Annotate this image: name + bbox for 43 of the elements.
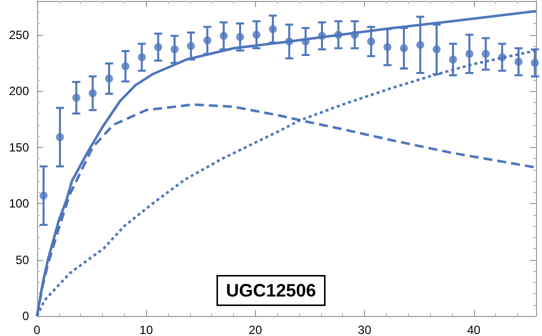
point: [56, 133, 64, 142]
point: [302, 38, 310, 46]
point: [318, 32, 326, 40]
point: [416, 40, 424, 49]
point: [203, 36, 212, 44]
point: [236, 33, 244, 41]
point: [400, 44, 408, 52]
point: [170, 45, 179, 54]
point: [186, 42, 195, 50]
point: [268, 25, 277, 34]
point: [367, 38, 376, 46]
x-tick-label: 10: [140, 323, 154, 336]
y-tick-label: 200: [8, 84, 30, 98]
point: [482, 50, 490, 58]
point: [465, 50, 474, 58]
point: [350, 30, 359, 39]
y-tick-label: 0: [22, 309, 30, 323]
x-tick-label: 30: [358, 323, 372, 336]
point: [72, 94, 80, 102]
y-tick-label: 50: [16, 252, 30, 267]
x-tick-label: 0: [34, 323, 41, 336]
annotation: UGC12506: [226, 280, 316, 300]
point: [432, 45, 441, 54]
point: [88, 89, 97, 98]
point: [220, 32, 228, 40]
point: [384, 43, 392, 52]
y-tick-label: 250: [8, 28, 30, 42]
point: [105, 74, 114, 83]
point: [40, 192, 48, 200]
point: [498, 53, 506, 62]
point: [514, 58, 523, 66]
y-tick-label: 100: [8, 196, 30, 210]
point: [449, 56, 458, 64]
point: [121, 62, 130, 70]
point: [138, 53, 146, 62]
x-tick-label: 20: [248, 323, 262, 336]
y-tick-label: 150: [8, 140, 30, 154]
point: [334, 30, 342, 39]
point: [530, 58, 539, 67]
point: [285, 38, 294, 46]
x-tick-label: 40: [467, 323, 481, 336]
point: [252, 30, 260, 39]
point: [154, 43, 162, 52]
